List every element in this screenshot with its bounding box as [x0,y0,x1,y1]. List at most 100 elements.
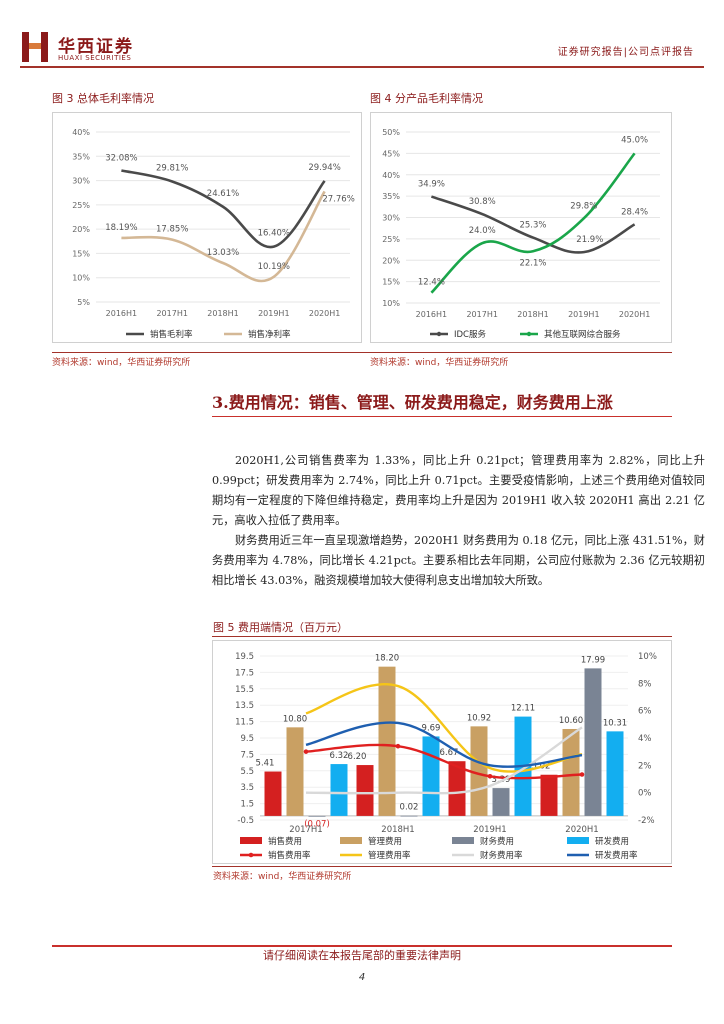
y-tick-label: 7.5 [240,750,254,760]
data-label: 30.8% [469,197,496,207]
rate-marker [303,749,309,754]
series-line-2 [121,190,326,283]
legend-swatch [567,837,589,844]
bar-1 [356,765,374,816]
y-tick-label: 15% [382,278,400,287]
legend-label: 销售毛利率 [150,329,193,340]
x-tick-label: 2020H1 [309,309,340,318]
y-tick-label: 45% [382,149,400,158]
y-tick-label: 25% [382,235,400,244]
data-label: 29.8% [570,201,597,211]
data-label: 16.40% [258,229,290,239]
rate-line-3 [305,726,583,795]
data-label: 34.9% [418,180,445,190]
x-tick-label: 2020H1 [619,310,650,319]
y-tick-label: 40% [382,171,400,180]
x-tick-label: 2018H1 [207,309,238,318]
bar-1 [264,771,282,816]
x-tick-label: 2017H1 [156,309,187,318]
bar-data-label: 10.92 [467,713,491,723]
fig3-chart: 5% 10% 15% 20% 25% 30% 35% 40% 2016H1 2017H1 2018H… [52,112,362,343]
legend-label: 销售费用率 [268,850,311,861]
fig34-source-divider [52,352,672,353]
rate-marker [395,743,401,749]
fig5-chart: 19.5 17.5 15.5 13.5 11.5 9.5 7.5 5.5 3.5 1.5 -0.5 1… [212,640,672,864]
legend-label: 研发费用率 [595,850,638,861]
company-logo-icon [22,32,48,62]
data-label: 29.94% [308,163,340,173]
legend-label: 销售费用 [268,836,302,847]
bar-data-label: 17.99 [581,655,605,665]
x-tick-label: 2017H1 [289,825,322,835]
bar-4 [330,764,348,816]
data-label: 24.61% [207,189,239,199]
bar-data-label: 0.02 [400,803,419,813]
legend-label: 财务费用率 [480,850,523,861]
y-tick-label: 5.5 [240,767,254,777]
data-label: 29.81% [156,163,188,173]
fig5-top-divider [212,636,672,637]
page-number: 4 [358,972,366,983]
bar-4 [422,736,440,816]
y-tick-label: 35% [72,152,90,161]
header-divider [20,66,704,68]
fig5-source: 资料来源：wind，华西证券研究所 [213,872,352,882]
y-tick-label: 19.5 [235,652,254,662]
bar-1 [540,774,558,816]
legend-label: 管理费用 [368,836,402,847]
legend-marker [436,331,442,337]
y-tick-label: 20% [382,256,400,265]
rate-marker [579,772,585,777]
data-label: 10.19% [258,262,290,272]
footer-disclaimer: 请仔细阅读在本报告尾部的重要法律声明 [263,949,461,962]
chart-frame [370,112,672,343]
logo-cn: 华西证券 [58,37,134,57]
fig3-source: 资料来源：wind，华西证券研究所 [52,358,191,368]
y-tick-label: 30% [382,214,400,223]
y2-tick-label: 6% [638,707,652,717]
y-tick-label: 11.5 [235,718,254,728]
legend-label: 管理费用率 [368,850,411,861]
legend-swatch [240,837,262,844]
paragraph-1: 2020H1,公司销售费率为 1.33%，同比上升 0.21pct；管理费用率为… [212,454,705,527]
y-tick-label: 15.5 [235,685,254,695]
legend-swatch [452,837,474,844]
bar-data-label: 10.80 [283,714,307,724]
y2-tick-label: 2% [638,761,652,771]
legend-marker [248,852,254,858]
data-label: 13.03% [207,248,239,258]
bar-data-label: 10.60 [559,716,583,726]
y2-tick-label: -2% [638,816,655,826]
bar-2 [286,727,304,816]
bar-4 [606,731,624,816]
x-tick-label: 2019H1 [473,825,506,835]
y-tick-label: 30% [72,177,90,186]
data-label: 12.4% [418,278,445,288]
paragraph-2: 财务费用近三年一直呈现激增趋势，2020H1 财务费用为 0.18 亿元，同比上… [212,534,705,587]
fig5-title: 图 5 费用端情况（百万元） [213,621,348,634]
chart-frame [212,640,672,864]
y-tick-label: 35% [382,192,400,201]
y-tick-label: 10% [72,274,90,283]
y-tick-label: 5% [77,298,90,307]
legend-label: IDC服务 [454,329,486,340]
rate-marker [487,773,493,779]
y-tick-label: 40% [72,128,90,137]
y-tick-label: 9.5 [240,734,254,744]
y-tick-label: -0.5 [237,816,254,826]
footer-divider [52,945,672,947]
fig3-title: 图 3 总体毛利率情况 [52,92,154,105]
series-line-1 [121,169,326,249]
y2-tick-label: 4% [638,734,652,744]
y-tick-label: 15% [72,249,90,258]
data-label: 28.4% [621,207,648,217]
bar-2 [562,728,580,816]
y2-tick-label: 0% [638,789,652,799]
bar-data-label: 10.31 [603,718,627,728]
x-tick-label: 2018H1 [381,825,414,835]
bar-data-label: 18.20 [375,654,399,664]
section-title: 3.费用情况：销售、管理、研发费用稳定，财务费用上涨 [212,393,613,412]
y-tick-label: 25% [72,201,90,210]
rate-line-1 [305,743,583,780]
x-tick-label: 2016H1 [416,310,447,319]
